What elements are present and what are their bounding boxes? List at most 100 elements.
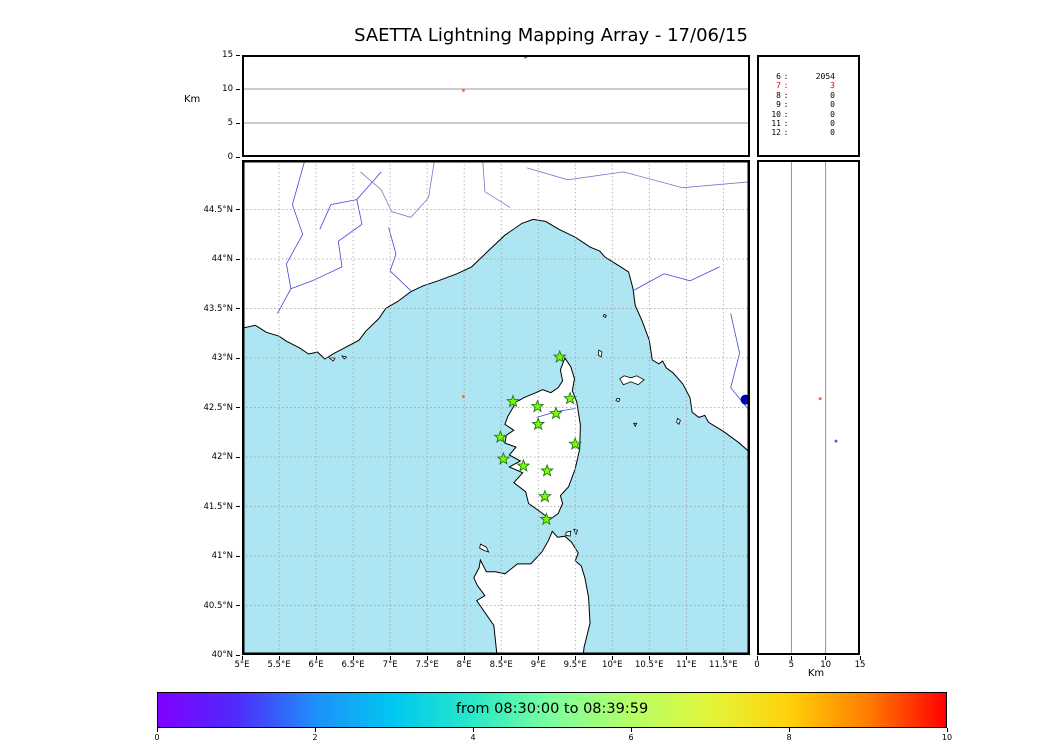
legend-source-count: 0: [830, 100, 835, 110]
tick-mark: [236, 654, 240, 656]
lon-tick-label: 11.5°E: [709, 660, 738, 670]
lon-tick-label: 10.5°E: [635, 660, 664, 670]
tick-mark: [859, 656, 861, 660]
station-star: [496, 451, 511, 465]
legend-source-count: 0: [830, 128, 835, 138]
tick-mark: [236, 357, 240, 359]
sardinia-coastline: [473, 530, 591, 655]
tick-mark: [236, 88, 240, 90]
time-colorbar: from 08:30:00 to 08:39:59: [157, 692, 947, 728]
island-coastline: [328, 357, 337, 362]
lon-tick-label: 7°E: [382, 660, 398, 670]
tick-mark: [236, 54, 240, 56]
island-coastline: [479, 543, 490, 553]
legend-separator: :: [783, 100, 789, 110]
lon-tick-label: 10°E: [602, 660, 623, 670]
altitude-latitude-panel: [757, 160, 860, 655]
tick-mark: [278, 656, 280, 660]
island-coastline: [341, 355, 348, 360]
tick-mark: [314, 728, 316, 732]
chart-title: SAETTA Lightning Mapping Array - 17/06/1…: [354, 25, 748, 46]
river-line: [360, 160, 435, 218]
tick-mark: [236, 156, 240, 158]
island-coastline: [619, 375, 645, 386]
legend-source-count: 2054: [815, 72, 835, 81]
tick-mark: [315, 656, 317, 660]
legend-separator: :: [783, 90, 789, 100]
station-star: [563, 391, 578, 405]
lat-tick-label: 40.5°N: [203, 600, 233, 611]
island-coastline: [615, 398, 621, 403]
tick-mark: [574, 656, 576, 660]
tick-mark: [236, 308, 240, 309]
lightning-source-point: [461, 395, 465, 399]
legend-source-count: 0: [830, 119, 835, 129]
lon-tick-label: 9°E: [530, 660, 546, 670]
colorbar-tick-label: 6: [628, 733, 634, 742]
tick-mark: [236, 605, 240, 606]
station-count-row: 8: 0: [759, 91, 858, 100]
river-line: [730, 313, 749, 410]
legend-separator: :: [783, 109, 789, 119]
island-coastline: [633, 422, 638, 428]
tick-mark: [825, 656, 827, 660]
legend-separator: :: [783, 128, 789, 138]
station-count-row: 6: 2054: [759, 72, 858, 81]
altitude-tick-label: 0: [754, 660, 760, 670]
colorbar-tick-label: 0: [154, 733, 160, 742]
colorbar-tick-label: 10: [941, 733, 953, 742]
tick-mark: [630, 728, 632, 732]
station-count-legend: 6: 2054 7: 3 8: 0 9: 0 10: 0 11: 0 12: 0: [757, 55, 860, 157]
lightning-source-point: [818, 397, 822, 401]
legend-separator: :: [783, 119, 789, 129]
lat-tick-label: 41.5°N: [203, 501, 233, 512]
station-star: [552, 349, 567, 363]
altitude-tick-label: 15: [222, 50, 233, 60]
tick-mark: [500, 656, 502, 660]
altitude-tick-label: 10: [222, 84, 233, 94]
station-count-row: 9: 0: [759, 100, 858, 109]
lat-tick-label: 42.5°N: [203, 402, 233, 413]
station-star: [537, 489, 552, 503]
station-star: [530, 399, 545, 413]
lat-tick-label: 43.5°N: [203, 303, 233, 314]
legend-station-number: 11: [771, 119, 781, 129]
legend-station-number: 12: [771, 128, 781, 138]
lon-tick-label: 7.5°E: [415, 660, 439, 670]
colorbar-tick-label: 2: [312, 733, 318, 742]
lon-tick-label: 9.5°E: [563, 660, 587, 670]
altitude-tick-label: 0: [227, 152, 233, 162]
lat-tick-label: 44°N: [211, 254, 233, 264]
station-star: [506, 394, 520, 408]
island-coastline: [565, 530, 572, 537]
altitude-tick-label: 5: [788, 660, 795, 670]
corsica-coastline: [504, 356, 581, 521]
tick-mark: [426, 656, 428, 660]
tick-mark: [756, 656, 758, 660]
tick-mark: [236, 122, 240, 124]
altitude-tick-label: 15: [854, 660, 866, 670]
legend-source-count: 0: [830, 90, 835, 100]
station-count-row: 7: 3: [759, 81, 858, 90]
lon-tick-label: 11°E: [676, 660, 697, 670]
river-line: [388, 227, 412, 291]
station-count-row: 12: 0: [759, 128, 858, 137]
tick-mark: [611, 656, 613, 660]
lat-tick-label: 43°N: [211, 353, 233, 363]
tick-mark: [352, 656, 354, 660]
altitude-tick-label: 10: [820, 660, 832, 670]
top-panel-ylabel: Km: [184, 94, 201, 105]
legend-station-number: 9: [776, 100, 781, 110]
altitude-tick-label: 5: [227, 118, 233, 128]
island-coastline: [676, 417, 681, 425]
colorbar-label: from 08:30:00 to 08:39:59: [455, 701, 649, 717]
station-star: [493, 429, 508, 444]
lon-tick-label: 6°E: [308, 660, 324, 670]
tick-mark: [790, 656, 792, 660]
right-panel-xlabel: Km: [807, 668, 825, 679]
tick-mark: [236, 506, 240, 507]
legend-source-count: 3: [830, 81, 835, 91]
tick-mark: [389, 656, 391, 660]
river-line: [526, 167, 750, 189]
